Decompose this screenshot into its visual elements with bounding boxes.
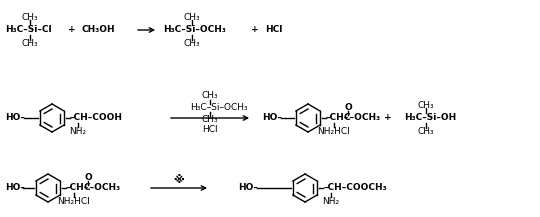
Text: –CH–: –CH–	[66, 184, 89, 192]
Text: CH₃: CH₃	[417, 100, 434, 110]
Text: CH₃OH: CH₃OH	[82, 26, 116, 35]
Text: HO–: HO–	[238, 184, 258, 192]
Text: HO–: HO–	[5, 184, 25, 192]
Text: NH₂HCl: NH₂HCl	[318, 128, 350, 136]
Text: CH₃: CH₃	[22, 38, 38, 48]
Text: HCl: HCl	[202, 125, 218, 133]
Text: ※: ※	[174, 175, 184, 185]
Text: H₃C–Si–OCH₃: H₃C–Si–OCH₃	[190, 104, 248, 112]
Text: NH₂: NH₂	[322, 197, 340, 207]
Text: –CH–COOCH₃: –CH–COOCH₃	[323, 184, 387, 192]
Text: CH₃: CH₃	[184, 13, 200, 21]
Text: –CH–COOH: –CH–COOH	[70, 113, 123, 123]
Text: NH₂: NH₂	[70, 128, 86, 136]
Text: CH₃: CH₃	[22, 13, 38, 21]
Text: O: O	[344, 104, 352, 112]
Text: H₃C–Si–OH: H₃C–Si–OH	[404, 113, 456, 123]
Text: H₃C–Si–OCH₃: H₃C–Si–OCH₃	[163, 26, 226, 35]
Text: +: +	[251, 26, 259, 35]
Text: HCl: HCl	[265, 26, 282, 35]
Text: +: +	[384, 113, 392, 123]
Text: CH₃: CH₃	[201, 115, 218, 123]
Text: NH₂HCl: NH₂HCl	[58, 197, 90, 207]
Text: HO–: HO–	[5, 113, 25, 123]
Text: O: O	[84, 174, 92, 182]
Text: +: +	[68, 26, 76, 35]
Text: C–OCH₃: C–OCH₃	[84, 184, 121, 192]
Text: C–OCH₃: C–OCH₃	[344, 113, 381, 123]
Text: HO–: HO–	[262, 113, 282, 123]
Text: CH₃: CH₃	[201, 92, 218, 100]
Text: CH₃: CH₃	[417, 127, 434, 135]
Text: H₃C–Si–Cl: H₃C–Si–Cl	[5, 26, 52, 35]
Text: CH₃: CH₃	[184, 38, 200, 48]
Text: –CH–: –CH–	[326, 113, 349, 123]
